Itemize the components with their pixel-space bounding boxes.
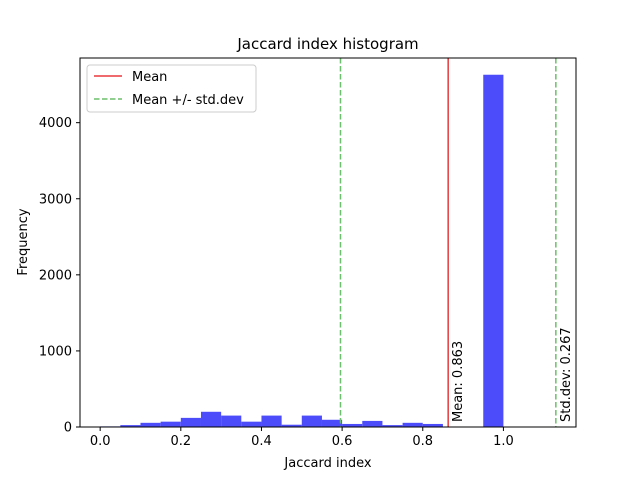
plot-frame — [79, 57, 577, 428]
histogram-bar-14 — [382, 425, 403, 427]
x-axis-label: Jaccard index — [283, 456, 371, 471]
histogram-bars — [100, 74, 504, 427]
histogram-bar-11 — [321, 419, 343, 427]
histogram-bar-2 — [140, 422, 161, 427]
annotations: Mean: 0.863 Std.dev: 0.267 — [451, 327, 574, 422]
histogram-bar-15 — [402, 422, 423, 427]
y-axis-label: Frequency — [16, 208, 31, 275]
histogram-bar-5 — [200, 411, 222, 427]
chart-title: Jaccard index histogram — [236, 35, 418, 53]
histogram-bar-1 — [120, 425, 141, 427]
histogram-bar-12 — [342, 423, 363, 427]
y-tick-label-3: 3000 — [39, 192, 72, 207]
x-tick-label-1: 0.2 — [170, 434, 191, 449]
x-tick-label-5: 1.0 — [493, 434, 514, 449]
legend: Mean Mean +/- std.dev — [86, 64, 257, 113]
mean-annotation: Mean: 0.863 — [451, 341, 466, 422]
histogram-bar-6 — [221, 415, 242, 427]
legend-box — [86, 64, 257, 113]
histogram-bar-7 — [241, 421, 262, 427]
histogram-bar-10 — [301, 415, 322, 427]
std-annotation: Std.dev: 0.267 — [559, 327, 574, 422]
y-tick-label-0: 0 — [64, 421, 72, 436]
y-axis-ticks: 0 1000 2000 3000 4000 — [39, 116, 80, 436]
histogram-bar-8 — [261, 415, 282, 427]
y-tick-label-1: 1000 — [39, 344, 72, 359]
x-tick-label-2: 0.4 — [251, 434, 272, 449]
histogram-bar-13 — [362, 420, 383, 427]
legend-label-std: Mean +/- std.dev — [132, 93, 244, 108]
x-tick-label-3: 0.6 — [332, 434, 353, 449]
histogram-bar-3 — [160, 421, 181, 427]
legend-label-mean: Mean — [132, 70, 167, 85]
y-tick-label-2: 2000 — [39, 268, 72, 283]
x-axis-ticks: 0.0 0.2 0.4 0.6 0.8 1.0 — [90, 427, 514, 449]
histogram-bar-16 — [422, 423, 443, 427]
histogram-bar-19 — [483, 74, 504, 427]
histogram-bar-4 — [180, 417, 201, 427]
x-tick-label-0: 0.0 — [90, 434, 111, 449]
histogram-bar-9 — [281, 424, 302, 427]
x-tick-label-4: 0.8 — [412, 434, 433, 449]
reference-lines — [339, 58, 557, 427]
y-tick-label-4: 4000 — [39, 116, 72, 131]
